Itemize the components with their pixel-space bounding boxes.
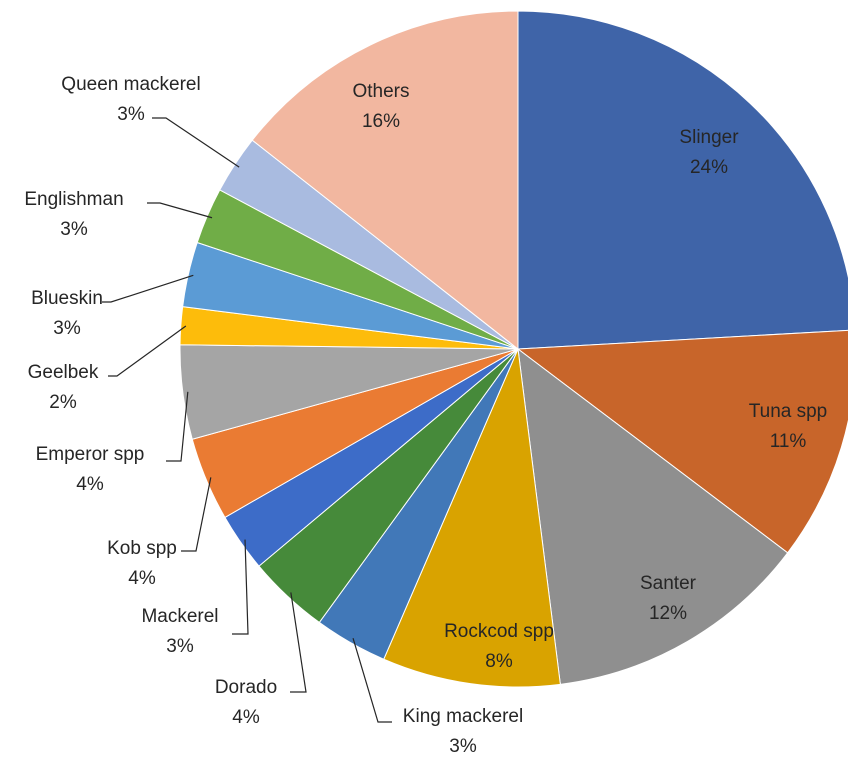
slice-label-blueskin: Blueskin <box>31 288 103 309</box>
slice-percent-king-mackerel: 3% <box>449 736 477 757</box>
slice-label-santer: Santer <box>640 573 697 594</box>
slice-label-geelbek: Geelbek <box>28 362 99 383</box>
slice-label-tuna-spp: Tuna spp <box>749 401 828 422</box>
slice-percent-mackerel: 3% <box>166 636 194 657</box>
slice-label-rockcod-spp: Rockcod spp <box>444 621 554 642</box>
leader-line-blueskin <box>102 274 194 303</box>
slice-percent-englishman: 3% <box>60 219 88 240</box>
slice-percent-others: 16% <box>362 111 400 132</box>
slice-percent-kob-spp: 4% <box>128 568 156 589</box>
slice-percent-blueskin: 3% <box>53 318 81 339</box>
leader-line-king-mackerel <box>352 638 392 723</box>
slice-label-kob-spp: Kob spp <box>107 538 177 559</box>
slice-label-others: Others <box>352 81 409 102</box>
slice-percent-slinger: 24% <box>690 157 728 178</box>
leader-line-queen-mackerel <box>152 117 240 168</box>
slice-percent-rockcod-spp: 8% <box>485 651 513 672</box>
leader-line-geelbek <box>108 325 187 377</box>
slice-label-queen-mackerel: Queen mackerel <box>61 74 200 95</box>
slice-label-king-mackerel: King mackerel <box>403 706 523 727</box>
leader-line-emperor-spp <box>166 391 189 462</box>
slice-label-dorado: Dorado <box>215 677 277 698</box>
labels-layer: Slinger 24% Tuna spp 11% Santer 12% Rockcod sp… <box>24 74 827 757</box>
pie-slice-santer <box>517 347 789 685</box>
leader-line-kob-spp <box>181 477 212 552</box>
slice-percent-tuna-spp: 11% <box>770 431 807 452</box>
slice-percent-dorado: 4% <box>232 707 260 728</box>
leader-line-mackerel <box>232 539 249 635</box>
slices-layer <box>179 10 848 688</box>
leader-line-dorado <box>290 592 307 693</box>
slice-label-slinger: Slinger <box>679 127 739 148</box>
slice-label-mackerel: Mackerel <box>141 606 218 627</box>
slice-percent-queen-mackerel: 3% <box>117 104 145 125</box>
leader-line-englishman <box>147 202 213 219</box>
slice-percent-emperor-spp: 4% <box>76 474 104 495</box>
pie-slice-rockcod-spp <box>383 347 561 688</box>
slice-percent-geelbek: 2% <box>49 392 77 413</box>
leader-lines-layer <box>102 117 392 723</box>
pie-slice-tuna-spp <box>516 329 848 554</box>
slice-label-emperor-spp: Emperor spp <box>36 444 145 465</box>
pie-slice-slinger <box>517 10 848 350</box>
slice-percent-santer: 12% <box>649 603 687 624</box>
pie-slice-others <box>251 10 519 351</box>
slice-label-englishman: Englishman <box>24 189 123 210</box>
